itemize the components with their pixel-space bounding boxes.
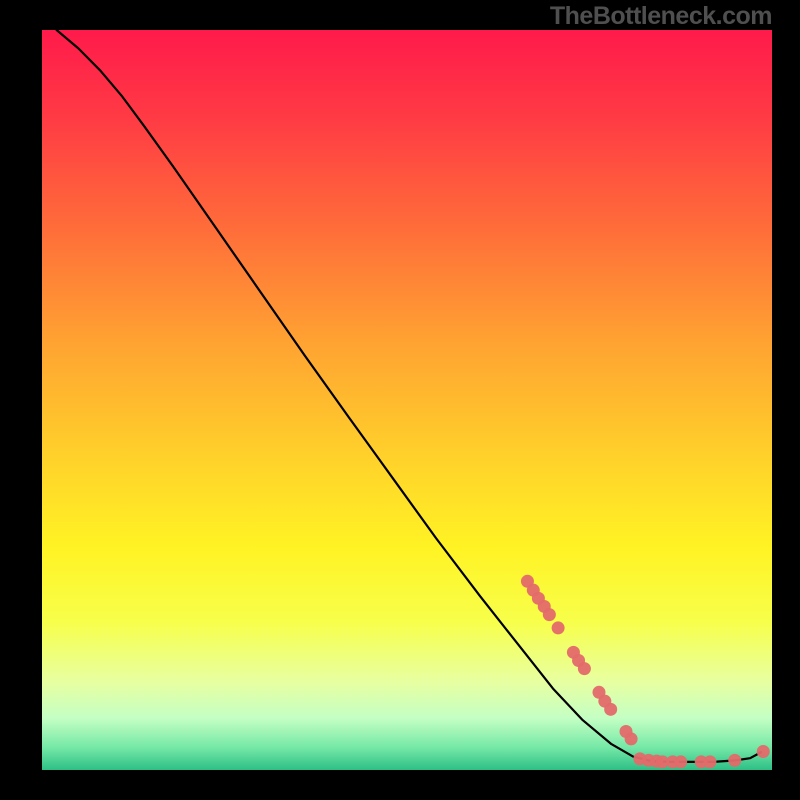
watermark-text: TheBottleneck.com [550,2,772,31]
chart-frame: TheBottleneck.com [0,0,800,800]
marker-point [703,755,716,768]
marker-point [757,745,770,758]
marker-point [578,662,591,675]
marker-point [625,732,638,745]
marker-point [604,703,617,716]
marker-point [552,621,565,634]
plot-area [42,30,772,770]
marker-point [543,608,556,621]
marker-point [674,755,687,768]
marker-point [728,754,741,767]
bottleneck-markers [42,30,772,770]
